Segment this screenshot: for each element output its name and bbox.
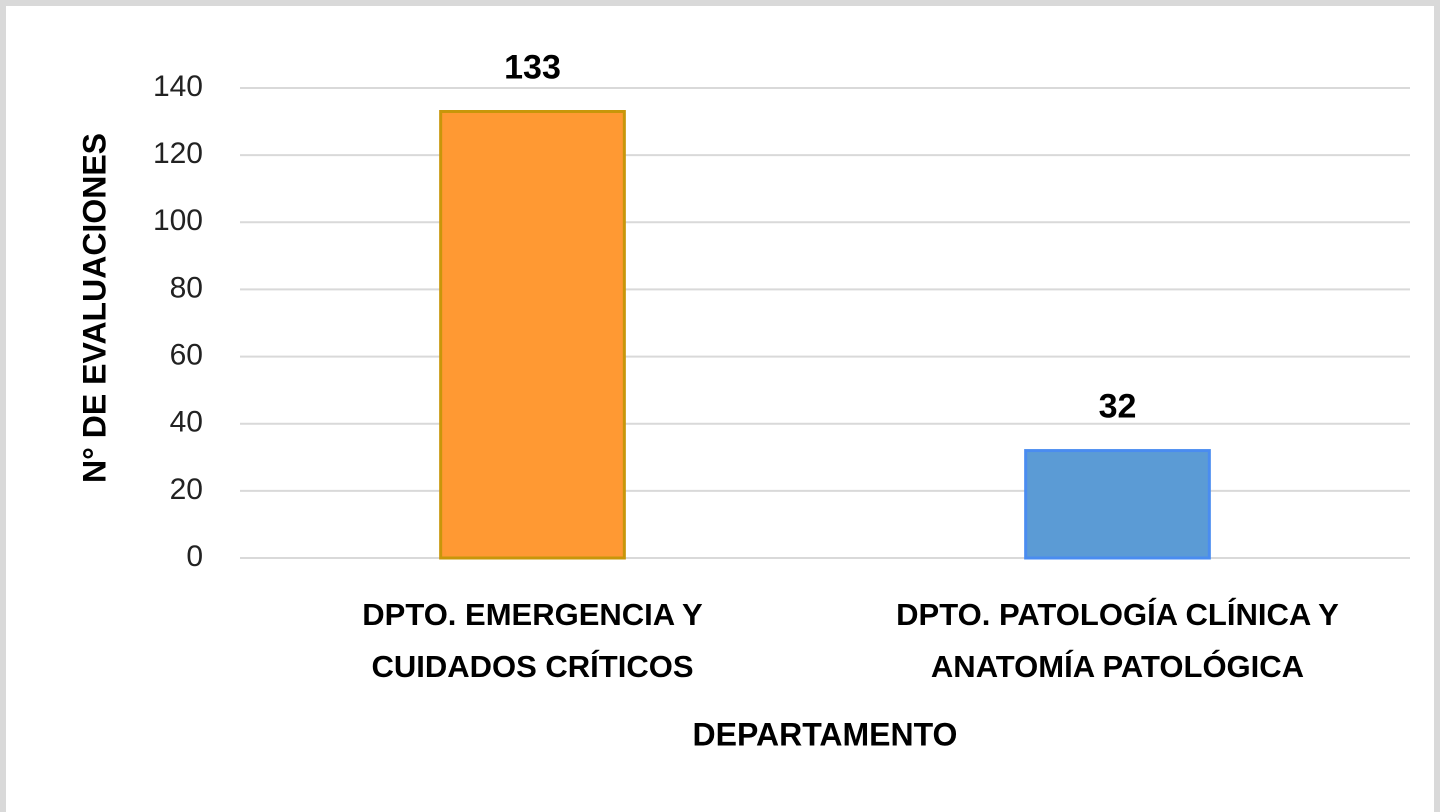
value-label: 32 <box>1099 388 1137 426</box>
y-tick-label: 100 <box>153 204 203 237</box>
y-tick-label: 120 <box>153 137 203 170</box>
y-tick-label: 60 <box>170 338 203 371</box>
x-axis-title: DEPARTAMENTO <box>693 716 958 752</box>
x-tick-label: DPTO. EMERGENCIA Y <box>362 597 703 632</box>
x-tick-label: CUIDADOS CRÍTICOS <box>371 649 693 684</box>
x-tick-label: ANATOMÍA PATOLÓGICA <box>931 648 1304 684</box>
bar <box>439 110 626 560</box>
y-tick-label: 0 <box>186 540 203 573</box>
x-tick-label: DPTO. PATOLOGÍA CLÍNICA Y <box>896 597 1339 632</box>
value-label: 133 <box>504 48 561 86</box>
y-tick-label: 140 <box>153 70 203 103</box>
y-tick-label: 20 <box>170 473 203 506</box>
y-tick-label: 40 <box>170 406 203 439</box>
bar <box>1024 449 1211 560</box>
y-tick-label: 80 <box>170 271 203 304</box>
y-axis-title: N° DE EVALUACIONES <box>76 133 112 483</box>
